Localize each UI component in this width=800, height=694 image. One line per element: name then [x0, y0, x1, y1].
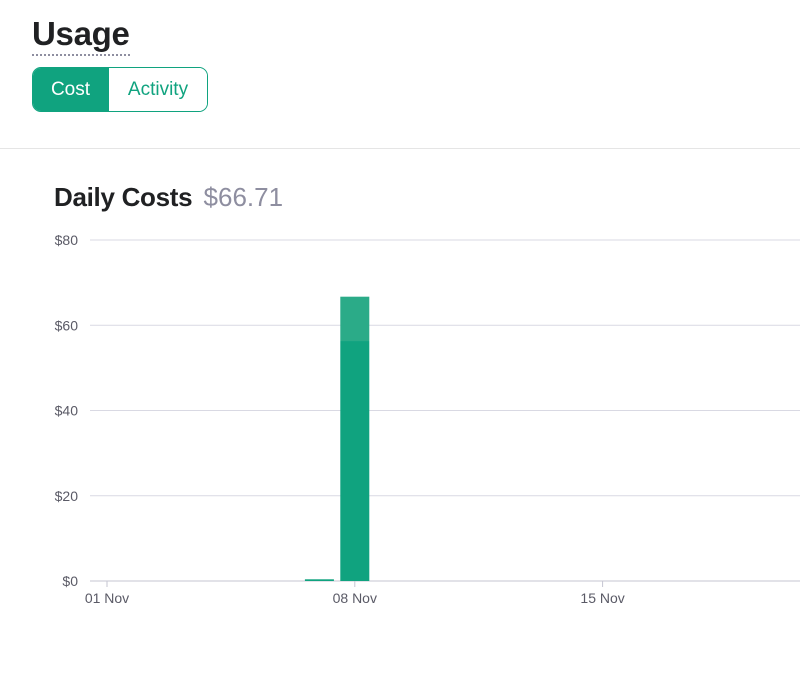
chart-heading: Daily Costs $66.71 — [54, 180, 283, 214]
x-tick-label: 08 Nov — [333, 590, 377, 606]
y-tick-label: $40 — [55, 403, 79, 419]
tab-activity[interactable]: Activity — [108, 68, 207, 111]
bar-segment[interactable] — [304, 579, 334, 581]
y-tick-label: $80 — [55, 232, 79, 248]
chart-total: $66.71 — [203, 182, 284, 212]
bar-segment[interactable] — [340, 296, 370, 342]
x-tick-label: 15 Nov — [580, 590, 624, 606]
bar-segment[interactable] — [340, 341, 370, 581]
daily-costs-chart: $0 $20 $40 $60 $80 01 Nov 08 Nov 15 Nov — [55, 232, 800, 606]
page-title: Usage — [32, 14, 130, 56]
x-tick-label: 01 Nov — [85, 590, 129, 606]
tab-cost[interactable]: Cost — [33, 68, 108, 111]
y-tick-label: $60 — [55, 317, 79, 333]
y-tick-label: $20 — [55, 488, 79, 504]
section-divider — [0, 148, 800, 149]
chart-title: Daily Costs — [54, 182, 193, 212]
view-toggle: Cost Activity — [32, 67, 208, 112]
y-tick-label: $0 — [62, 573, 78, 589]
